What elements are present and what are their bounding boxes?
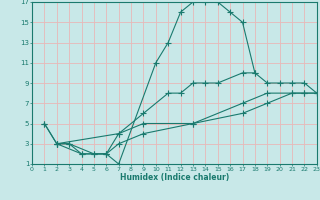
X-axis label: Humidex (Indice chaleur): Humidex (Indice chaleur) bbox=[120, 173, 229, 182]
